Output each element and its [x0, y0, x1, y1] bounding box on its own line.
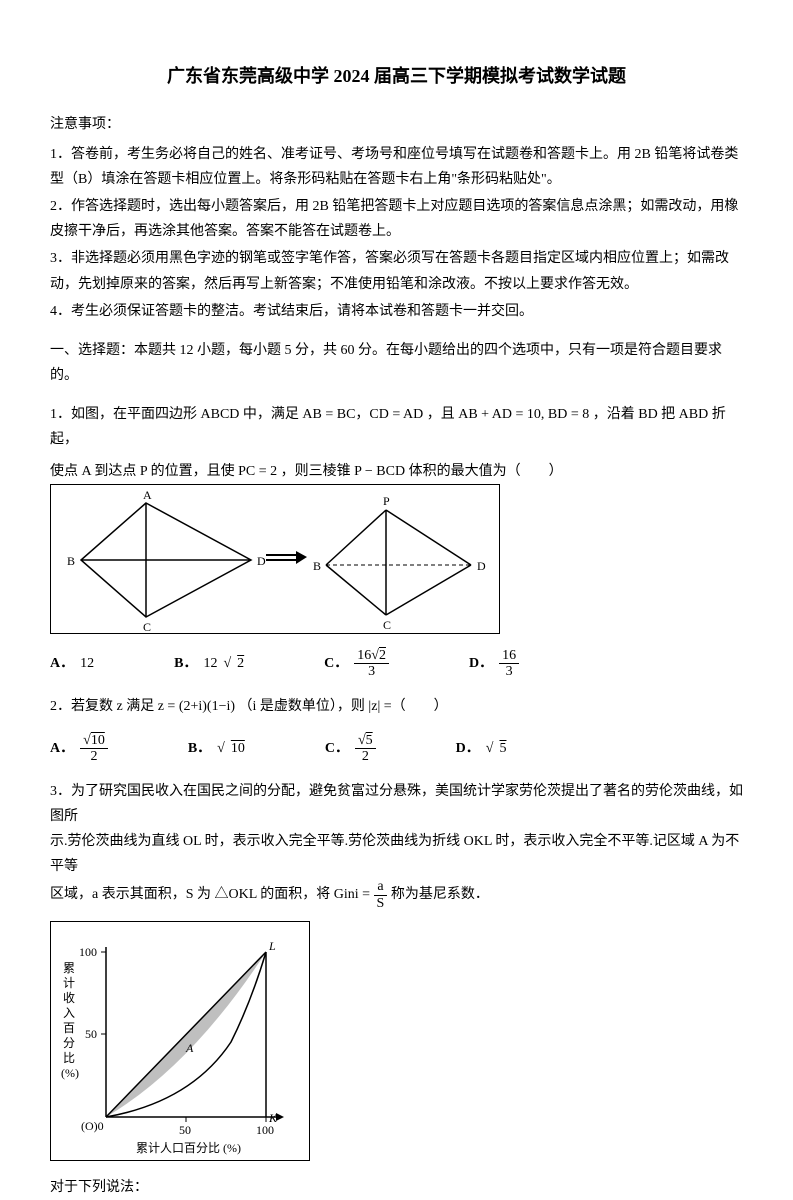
svg-text:累计人口百分比 (%): 累计人口百分比 (%): [136, 1141, 241, 1155]
footer-text: 对于下列说法：: [50, 1175, 743, 1200]
q1-options: A．12 B．12√2 C． 16√23 D． 163: [50, 648, 743, 680]
q2-option-c: C． √52: [325, 733, 376, 765]
q3-line1: 3．为了研究国民收入在国民之间的分配，避免贫富过分悬殊，美国统计学家劳伦茨提出了…: [50, 779, 743, 829]
q1-option-c: C． 16√23: [324, 648, 389, 680]
q3-line2: 示.劳伦茨曲线为直线 OL 时，表示收入完全平等.劳伦茨曲线为折线 OKL 时，…: [50, 829, 743, 879]
svg-text:A: A: [185, 1041, 194, 1055]
q1-option-b: B．12√2: [174, 651, 244, 676]
svg-text:分: 分: [63, 1036, 75, 1050]
q1-option-a: A．12: [50, 651, 94, 676]
page-title: 广东省东莞高级中学 2024 届高三下学期模拟考试数学试题: [50, 60, 743, 92]
svg-text:100: 100: [256, 1123, 274, 1137]
note-3: 3．非选择题必须用黑色字迹的钢笔或签字笔作答，答案必须写在答题卡各题目指定区域内…: [50, 246, 743, 296]
svg-text:L: L: [268, 939, 276, 953]
svg-text:比: 比: [63, 1051, 75, 1065]
kite-abcd: A B C D: [67, 488, 266, 634]
q1-line2: 使点 A 到达点 P 的位置，且使 PC = 2 ，则三棱锥 P − BCD 体…: [50, 459, 743, 484]
svg-text:K: K: [268, 1111, 278, 1125]
section-1-heading: 一、选择题：本题共 12 小题，每小题 5 分，共 60 分。在每小题给出的四个…: [50, 338, 743, 388]
svg-text:计: 计: [63, 976, 75, 990]
svg-text:B: B: [313, 559, 321, 573]
lorenz-chart: 累 计 收 入 百 分 比 (%) 100 50 50 100 (O)0: [50, 921, 310, 1161]
q2-options: A． √102 B．√10 C． √52 D．√5: [50, 733, 743, 765]
svg-text:D: D: [477, 559, 486, 573]
q2-option-d: D．√5: [456, 736, 507, 761]
tetra-pbcd: P B C D: [313, 494, 486, 632]
svg-text:P: P: [383, 494, 390, 508]
svg-text:累: 累: [63, 961, 75, 975]
svg-text:100: 100: [79, 945, 97, 959]
q2-option-a: A． √102: [50, 733, 108, 765]
svg-text:(O)0: (O)0: [81, 1119, 104, 1133]
note-2: 2．作答选择题时，选出每小题答案后，用 2B 铅笔把答题卡上对应题目选项的答案信…: [50, 194, 743, 244]
q1-line1: 1．如图，在平面四边形 ABCD 中，满足 AB = BC，CD = AD ，且…: [50, 402, 743, 452]
svg-text:D: D: [257, 554, 266, 568]
q1-diagram: A B C D P B C D: [50, 484, 500, 634]
svg-text:B: B: [67, 554, 75, 568]
note-1: 1．答卷前，考生务必将自己的姓名、准考证号、考场号和座位号填写在试题卷和答题卡上…: [50, 142, 743, 192]
svg-text:A: A: [143, 488, 152, 502]
q3-line3: 区域，a 表示其面积，S 为 △OKL 的面积，将 Gini = aS 称为基尼…: [50, 879, 743, 911]
q2-option-b: B．√10: [188, 736, 245, 761]
svg-text:百: 百: [63, 1021, 75, 1035]
q1-option-d: D． 163: [469, 648, 519, 680]
svg-text:入: 入: [63, 1006, 75, 1020]
svg-text:收: 收: [63, 991, 75, 1005]
note-4: 4．考生必须保证答题卡的整洁。考试结束后，请将本试卷和答题卡一并交回。: [50, 299, 743, 324]
svg-text:C: C: [143, 620, 151, 634]
q2-text: 2．若复数 z 满足 z = (2+i)(1−i) （i 是虚数单位），则 |z…: [50, 694, 743, 719]
svg-text:50: 50: [179, 1123, 191, 1137]
notes-heading: 注意事项：: [50, 112, 743, 137]
svg-text:50: 50: [85, 1027, 97, 1041]
svg-text:(%): (%): [61, 1066, 79, 1080]
fold-arrow-icon: [266, 551, 307, 564]
svg-text:C: C: [383, 618, 391, 632]
